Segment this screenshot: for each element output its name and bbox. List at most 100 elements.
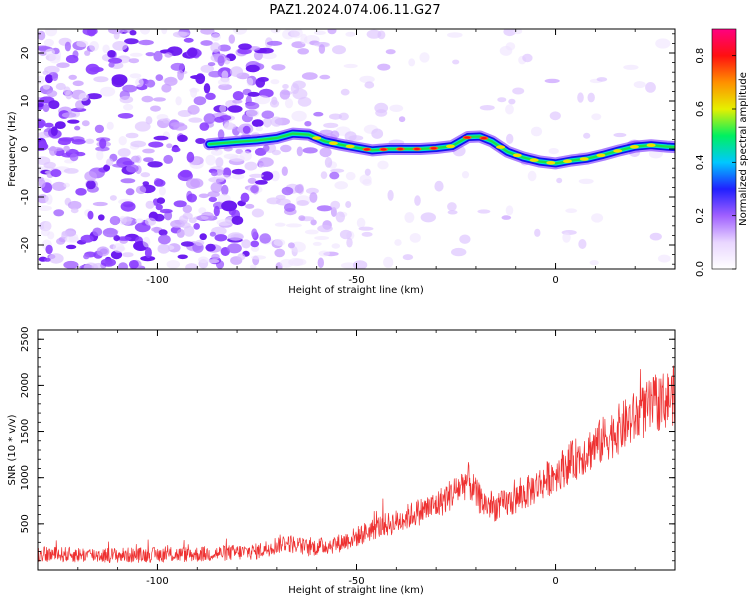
heatmap-cell (38, 103, 44, 108)
heatmap-cell (655, 38, 671, 49)
heatmap-cell (142, 181, 150, 186)
heatmap-cell (385, 49, 396, 55)
heatmap-cell (320, 171, 328, 180)
heatmap-cell (223, 57, 231, 65)
heatmap-cell (235, 148, 243, 154)
heatmap-cell (142, 236, 151, 248)
heatmap-cell (447, 32, 463, 38)
heatmap-cell (180, 241, 194, 247)
heatmap-cell (87, 210, 94, 220)
heatmap-cell (38, 45, 51, 51)
snr-ticks: -100 -50 0 500 1000 1500 2000 2500 (20, 327, 676, 587)
heatmap-cell (270, 170, 280, 182)
heatmap-cell (198, 193, 209, 199)
heatmap-cell (394, 239, 402, 246)
heatmap-cell (213, 205, 220, 217)
heatmap-cell (565, 208, 578, 213)
heatmap-cell (356, 217, 366, 228)
heatmap-cell (163, 154, 174, 164)
heatmap-cell (177, 134, 188, 142)
heatmap-cell (140, 172, 151, 178)
heatmap-cell (153, 50, 163, 62)
heatmap-cell (200, 29, 215, 35)
chart-title: PAZ1.2024.074.06.11.G27 (269, 3, 440, 18)
heatmap-cell (183, 225, 195, 237)
heatmap-cell (207, 62, 216, 67)
heatmap-cell (266, 40, 283, 46)
heatmap-cell (45, 244, 53, 255)
colorbar-label: Normalized spectral amplitude (738, 72, 749, 226)
heatmap-cell (95, 146, 110, 152)
heatmap-cell (208, 70, 223, 78)
heatmap-cell (78, 92, 89, 102)
heatmap-cell (51, 181, 67, 191)
heatmap-cell (113, 30, 120, 40)
heatmap-cell (111, 74, 128, 86)
y-tick-label: 0 (20, 146, 31, 152)
heatmap-cell (408, 58, 416, 67)
heatmap-cell (383, 256, 394, 268)
heatmap-cell (176, 31, 190, 36)
heatmap-cell (259, 233, 272, 244)
heatmap-cell (112, 163, 128, 168)
heatmap-cell (61, 230, 76, 237)
heatmap-cell (214, 116, 225, 123)
heatmap-cell (145, 52, 155, 57)
heatmap-cell (193, 223, 200, 230)
ridge-peak (529, 158, 539, 162)
heatmap-cell (123, 103, 134, 111)
heatmap-cell (182, 204, 192, 214)
heatmap-cell (63, 86, 71, 96)
signal-ridge-core (208, 132, 675, 165)
heatmap-cell (633, 81, 646, 89)
heatmap-cell (377, 160, 389, 170)
heatmap-cell (649, 232, 662, 241)
heatmap-cell (314, 236, 330, 240)
heatmap-cell (122, 252, 134, 258)
heatmap-cell (294, 184, 304, 194)
heatmap-cell (414, 195, 421, 206)
heatmap-cell (451, 247, 467, 257)
heatmap-cell (118, 262, 128, 269)
heatmap-cell (188, 117, 203, 123)
heatmap-cell (119, 95, 134, 104)
heatmap-cell (316, 205, 333, 212)
heatmap-cell (48, 100, 60, 110)
heatmap-cell (161, 29, 168, 35)
heatmap-cell (40, 228, 51, 237)
heatmap-cell (186, 178, 200, 190)
heatmap-cell (125, 188, 135, 196)
heatmap-cell (292, 80, 306, 90)
heatmap-cell (84, 171, 97, 182)
heatmap-cell (142, 148, 155, 154)
heatmap-cell (164, 76, 178, 86)
heatmap-cell (258, 157, 274, 167)
heatmap-cell (145, 200, 155, 209)
heatmap-cell (139, 29, 151, 35)
heatmap-cell (166, 260, 181, 269)
heatmap-cell (38, 205, 52, 211)
heatmap-cell (318, 44, 326, 54)
heatmap-cell (364, 168, 371, 176)
ridge-peak-core (363, 148, 370, 151)
heatmap-cell (505, 42, 516, 51)
heatmap-cell (375, 109, 388, 117)
heatmap-cell (251, 255, 267, 260)
heatmap-cell (512, 87, 525, 95)
ridge-peak-core (430, 147, 437, 150)
heatmap-cell (304, 121, 312, 127)
heatmap-cell (102, 227, 118, 238)
heatmap-cell (84, 50, 91, 56)
ridge-peak (312, 136, 322, 140)
heatmap-cell (51, 73, 59, 82)
heatmap-cell (245, 64, 260, 73)
heatmap-cell (215, 174, 232, 180)
heatmap-cell (589, 260, 599, 266)
heatmap-cell (198, 207, 207, 215)
heatmap-cell (228, 34, 235, 44)
heatmap-cell (148, 141, 164, 148)
heatmap-cell (262, 117, 272, 128)
heatmap-cell (596, 77, 608, 82)
